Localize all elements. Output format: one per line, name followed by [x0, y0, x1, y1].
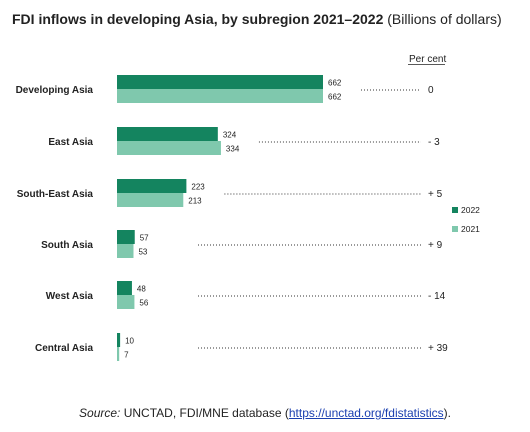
bar-east-asia-2022: [117, 127, 218, 141]
value-label-south-east-asia-2021: 213: [188, 197, 202, 206]
value-label-central-asia-2021: 7: [124, 351, 129, 360]
category-label-south-asia: South Asia: [41, 240, 93, 251]
source-end: ).: [443, 406, 451, 420]
value-label-east-asia-2021: 334: [226, 145, 240, 154]
percent-change-east-asia: - 3: [428, 137, 440, 148]
value-label-south-asia-2022: 57: [140, 234, 149, 243]
legend-swatch-2021: [452, 226, 458, 232]
source-label: Source:: [79, 406, 121, 420]
category-label-east-asia: East Asia: [48, 137, 93, 148]
category-label-developing-asia: Developing Asia: [16, 85, 94, 96]
bar-south-asia-2021: [117, 244, 134, 258]
bar-south-asia-2022: [117, 230, 135, 244]
percent-change-south-east-asia: + 5: [428, 189, 443, 200]
value-label-south-east-asia-2022: 223: [191, 183, 205, 192]
per-cent-header: Per cent: [409, 54, 446, 65]
category-label-south-east-asia: South-East Asia: [17, 189, 94, 200]
legend-swatch-2022: [452, 207, 458, 213]
source-text: UNCTAD, FDI/MNE database (: [123, 406, 289, 420]
bar-central-asia-2022: [117, 333, 121, 347]
source-note: Source: UNCTAD, FDI/MNE database (https:…: [0, 406, 530, 420]
source-link[interactable]: https://unctad.org/fdistatistics: [288, 406, 444, 420]
bar-south-east-asia-2022: [117, 179, 187, 193]
bar-central-asia-2021: [117, 347, 120, 361]
chart-title: FDI inflows in developing Asia, by subre…: [12, 11, 502, 27]
value-label-developing-asia-2021: 662: [328, 93, 342, 102]
percent-change-central-asia: + 39: [428, 343, 448, 354]
bar-developing-asia-2021: [117, 89, 323, 103]
chart-title-main: FDI inflows in developing Asia, by subre…: [12, 11, 384, 27]
bar-developing-asia-2022: [117, 75, 323, 89]
value-label-west-asia-2021: 56: [139, 299, 148, 308]
bar-chart: Per cent Developing Asia 662 662 0 East Asia 3…: [16, 54, 480, 361]
value-label-east-asia-2022: 324: [223, 131, 237, 140]
percent-change-west-asia: - 14: [428, 291, 446, 302]
category-label-central-asia: Central Asia: [35, 343, 93, 354]
bar-east-asia-2021: [117, 141, 221, 155]
percent-change-south-asia: + 9: [428, 240, 443, 251]
legend-label-2021: 2021: [461, 224, 480, 234]
chart-title-units: (Billions of dollars): [387, 11, 502, 27]
value-label-south-asia-2021: 53: [138, 248, 147, 257]
bar-west-asia-2022: [117, 281, 132, 295]
value-label-developing-asia-2022: 662: [328, 79, 342, 88]
percent-change-developing-asia: 0: [428, 85, 434, 96]
bar-south-east-asia-2021: [117, 193, 184, 207]
value-label-central-asia-2022: 10: [125, 337, 134, 346]
category-label-west-asia: West Asia: [46, 291, 94, 302]
legend-label-2022: 2022: [461, 205, 480, 215]
value-label-west-asia-2022: 48: [137, 285, 146, 294]
bar-west-asia-2021: [117, 295, 135, 309]
